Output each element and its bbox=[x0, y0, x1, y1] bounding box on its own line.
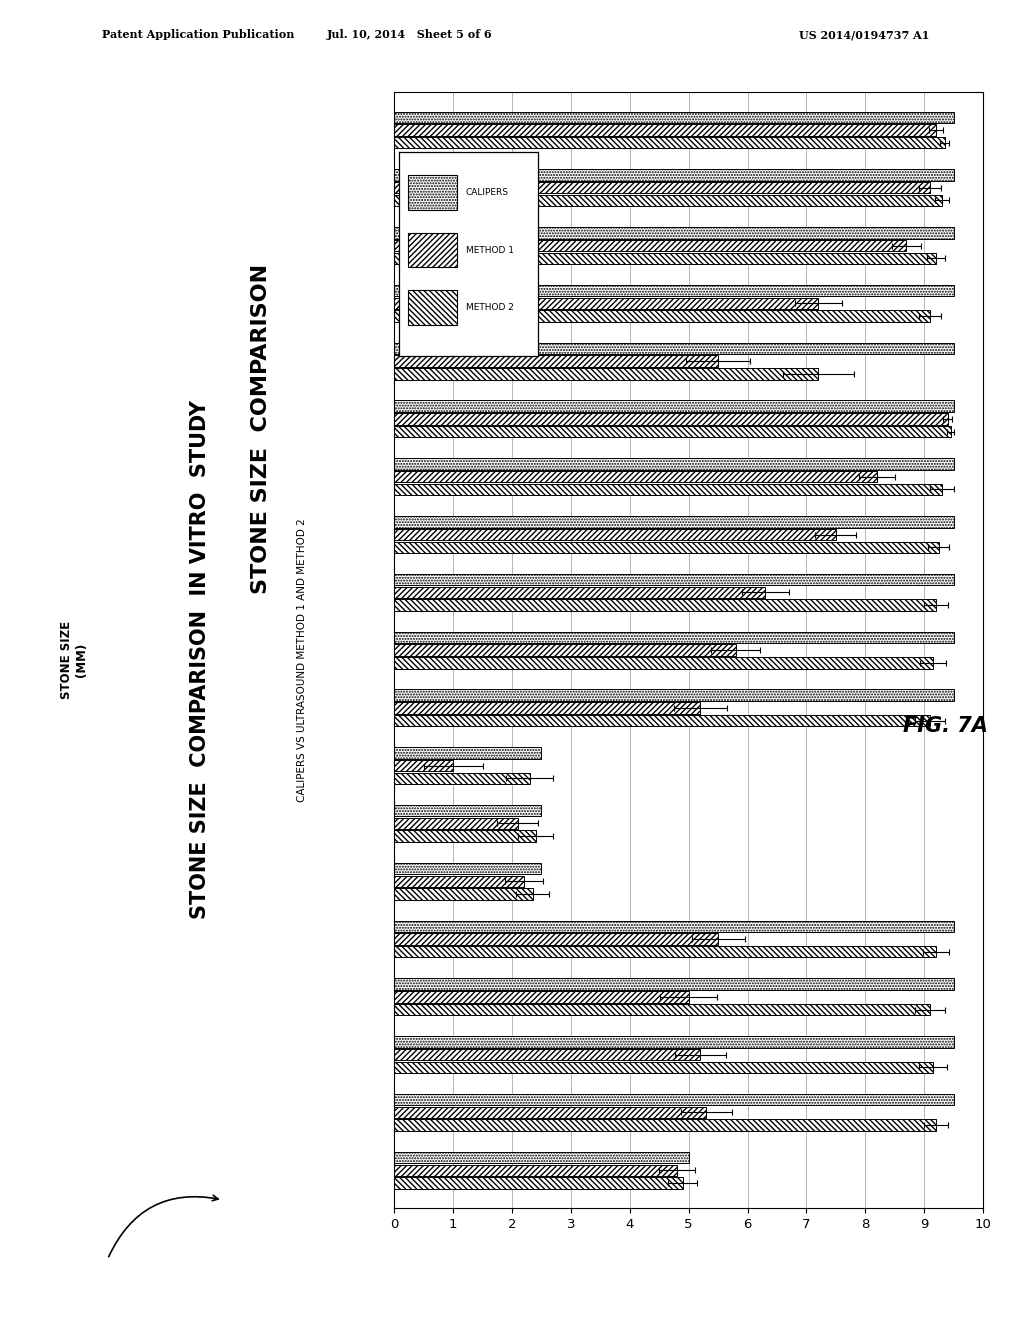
Text: METHOD 1: METHOD 1 bbox=[466, 246, 514, 255]
Bar bbox=[394, 574, 953, 585]
Bar bbox=[394, 1119, 936, 1131]
Text: US 2014/0194737 A1: US 2014/0194737 A1 bbox=[799, 29, 929, 40]
FancyBboxPatch shape bbox=[408, 176, 458, 210]
Bar bbox=[394, 863, 542, 874]
Bar bbox=[394, 137, 945, 148]
Bar bbox=[394, 426, 950, 437]
Bar bbox=[394, 689, 953, 701]
Bar bbox=[394, 516, 953, 528]
Bar bbox=[394, 702, 700, 714]
Bar bbox=[394, 599, 936, 611]
Bar bbox=[394, 458, 953, 470]
Bar bbox=[394, 182, 930, 194]
Bar bbox=[394, 632, 953, 643]
Bar bbox=[394, 644, 735, 656]
Bar bbox=[394, 933, 718, 945]
Bar bbox=[394, 252, 936, 264]
Bar bbox=[394, 991, 688, 1003]
Text: FIG. 7A: FIG. 7A bbox=[903, 715, 988, 737]
Bar bbox=[394, 1177, 683, 1189]
Bar bbox=[394, 875, 524, 887]
Bar bbox=[394, 772, 529, 784]
Bar bbox=[394, 747, 542, 759]
Text: STONE SIZE  COMPARISON  IN VITRO  STUDY: STONE SIZE COMPARISON IN VITRO STUDY bbox=[189, 400, 210, 920]
Bar bbox=[394, 471, 877, 482]
FancyBboxPatch shape bbox=[408, 290, 458, 325]
Bar bbox=[394, 400, 953, 412]
Bar bbox=[394, 343, 953, 354]
Bar bbox=[394, 1106, 707, 1118]
Bar bbox=[394, 240, 906, 251]
Text: Patent Application Publication: Patent Application Publication bbox=[102, 29, 295, 40]
Bar bbox=[394, 978, 953, 990]
Text: STONE SIZE
(MM): STONE SIZE (MM) bbox=[59, 620, 88, 700]
Bar bbox=[394, 805, 542, 817]
FancyBboxPatch shape bbox=[408, 232, 458, 268]
Text: STONE SIZE  COMPARISON: STONE SIZE COMPARISON bbox=[251, 256, 271, 594]
Bar bbox=[394, 715, 930, 726]
Bar bbox=[394, 169, 953, 181]
Text: CALIPERS VS ULTRASOUND METHOD 1 AND METHOD 2: CALIPERS VS ULTRASOUND METHOD 1 AND METH… bbox=[297, 519, 307, 801]
Bar bbox=[394, 413, 948, 425]
Text: CALIPERS: CALIPERS bbox=[466, 189, 509, 197]
Bar bbox=[394, 1036, 953, 1048]
Bar bbox=[394, 124, 936, 136]
Bar bbox=[394, 1061, 933, 1073]
Bar bbox=[394, 227, 953, 239]
Bar bbox=[394, 888, 532, 900]
Bar bbox=[394, 195, 942, 206]
Bar bbox=[394, 1049, 700, 1060]
Bar bbox=[394, 920, 953, 932]
Bar bbox=[394, 297, 818, 309]
Bar bbox=[394, 1164, 677, 1176]
Bar bbox=[394, 830, 536, 842]
Bar bbox=[394, 818, 518, 829]
Bar bbox=[394, 657, 933, 668]
Bar bbox=[394, 111, 953, 123]
Text: METHOD 2: METHOD 2 bbox=[466, 302, 514, 312]
Bar bbox=[394, 483, 942, 495]
Bar bbox=[394, 946, 936, 957]
Bar bbox=[394, 586, 765, 598]
Bar bbox=[394, 368, 818, 380]
Text: Jul. 10, 2014   Sheet 5 of 6: Jul. 10, 2014 Sheet 5 of 6 bbox=[327, 29, 493, 40]
Bar bbox=[394, 310, 930, 322]
Bar bbox=[394, 541, 939, 553]
Bar bbox=[394, 1003, 930, 1015]
Bar bbox=[394, 355, 718, 367]
Bar bbox=[394, 529, 836, 540]
Bar bbox=[394, 760, 453, 771]
Bar bbox=[394, 1094, 953, 1105]
Bar bbox=[394, 1152, 688, 1163]
Bar bbox=[394, 285, 953, 297]
